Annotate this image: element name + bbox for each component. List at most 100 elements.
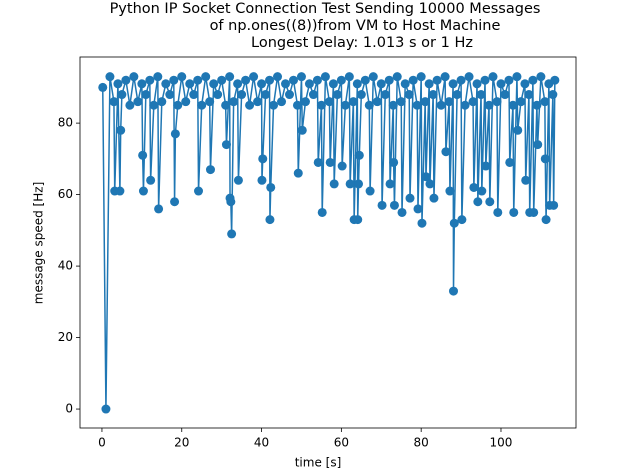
point	[237, 90, 247, 100]
point	[380, 90, 390, 100]
point	[277, 97, 287, 107]
point	[146, 175, 156, 185]
point	[173, 100, 183, 110]
point	[388, 100, 398, 110]
y-tick-label: 60	[58, 187, 73, 201]
point	[317, 207, 327, 217]
point	[354, 150, 364, 160]
point	[312, 75, 322, 85]
point	[169, 75, 179, 85]
point	[185, 79, 195, 89]
x-axis-label: time [s]	[295, 456, 342, 470]
y-tick-label: 20	[58, 330, 73, 344]
point	[500, 90, 510, 100]
point	[197, 100, 207, 110]
point	[457, 215, 467, 225]
point	[258, 154, 268, 164]
point	[217, 75, 227, 85]
point	[540, 154, 550, 164]
point	[177, 72, 187, 82]
point	[460, 100, 470, 110]
point	[508, 100, 518, 110]
point	[348, 97, 358, 107]
point	[550, 75, 560, 85]
point	[145, 75, 155, 85]
point	[524, 90, 534, 100]
point	[425, 179, 435, 189]
point	[324, 97, 334, 107]
point	[189, 90, 199, 100]
point	[266, 182, 276, 192]
point	[115, 186, 125, 196]
point	[400, 79, 410, 89]
point	[325, 157, 335, 167]
point	[504, 75, 514, 85]
point	[257, 175, 267, 185]
chart-title: of np.ones((8))from VM to Host Machine	[210, 18, 501, 34]
point	[365, 186, 375, 196]
point	[540, 97, 550, 107]
point	[125, 100, 135, 110]
point	[226, 197, 236, 207]
point	[296, 72, 306, 82]
point	[532, 100, 542, 110]
point	[229, 97, 239, 107]
series	[98, 72, 560, 414]
point	[304, 79, 314, 89]
point	[116, 125, 126, 135]
point	[209, 79, 219, 89]
point	[468, 97, 478, 107]
y-tick-label: 0	[65, 402, 73, 416]
point	[476, 90, 486, 100]
point	[170, 197, 180, 207]
point	[389, 200, 399, 210]
point	[245, 100, 255, 110]
point	[424, 79, 434, 89]
point	[293, 168, 303, 178]
point	[477, 186, 487, 196]
point	[448, 286, 458, 296]
point	[440, 72, 450, 82]
point	[549, 200, 559, 210]
point	[368, 72, 378, 82]
point	[221, 100, 231, 110]
point	[513, 125, 523, 135]
point	[496, 79, 506, 89]
point	[488, 72, 498, 82]
point	[376, 79, 386, 89]
point	[536, 72, 546, 82]
point	[356, 90, 366, 100]
point	[360, 75, 370, 85]
point	[138, 186, 148, 196]
point	[117, 90, 127, 100]
point	[444, 97, 454, 107]
point	[484, 100, 494, 110]
point	[384, 75, 394, 85]
point	[432, 75, 442, 85]
y-tick-label: 40	[58, 259, 73, 273]
point	[320, 72, 330, 82]
point	[225, 72, 235, 82]
point	[109, 97, 119, 107]
point	[481, 161, 491, 171]
point	[485, 197, 495, 207]
point	[98, 82, 108, 92]
x-tick-label: 20	[174, 436, 189, 450]
point	[464, 72, 474, 82]
point	[205, 165, 215, 175]
point	[201, 72, 211, 82]
point	[329, 179, 339, 189]
point	[170, 129, 180, 139]
y-tick-label: 80	[58, 116, 73, 130]
point	[261, 90, 271, 100]
point	[452, 90, 462, 100]
point	[541, 215, 551, 225]
point	[429, 193, 439, 203]
point	[297, 125, 307, 135]
point	[213, 90, 223, 100]
point	[529, 207, 539, 217]
point	[480, 75, 490, 85]
point	[408, 75, 418, 85]
point	[241, 75, 251, 85]
point	[332, 90, 342, 100]
